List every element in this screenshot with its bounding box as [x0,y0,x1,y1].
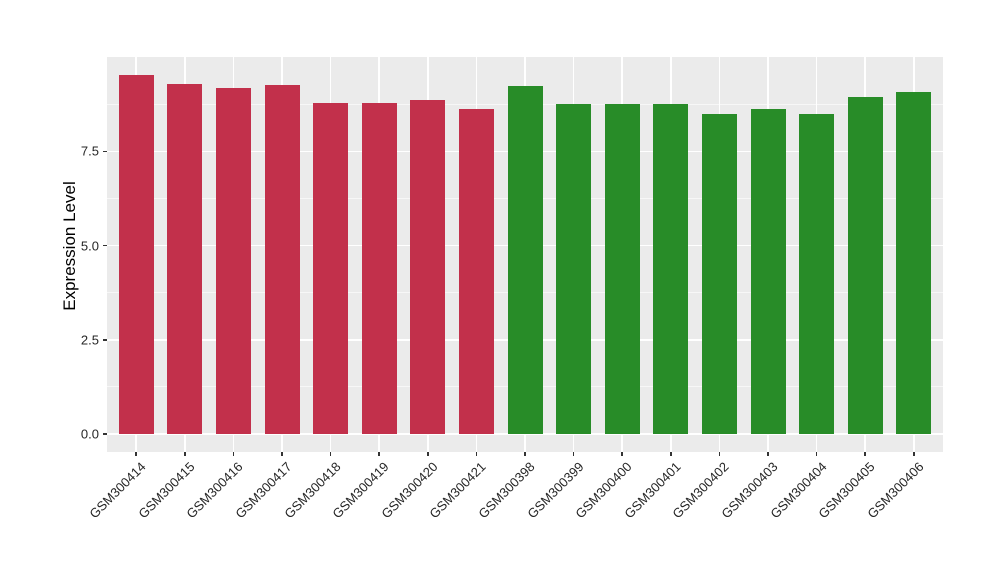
bar-GSM300418 [313,102,349,434]
y-tick-label-7.5: 7.5 [80,143,99,159]
x-tick-mark [475,452,478,456]
bar-GSM300419 [361,102,397,434]
x-tick-mark [329,452,332,456]
y-tick-mark [103,150,107,153]
x-tick-mark [670,452,672,456]
bar-GSM300398 [507,85,543,434]
x-tick-mark [767,452,769,456]
x-tick-mark [281,452,283,456]
bar-GSM300417 [264,84,300,434]
x-tick-mark [864,452,866,456]
y-tick-label-0.0: 0.0 [80,426,99,442]
x-tick-mark [427,452,429,456]
x-tick-mark [378,452,380,456]
bar-GSM300406 [896,91,932,434]
x-tick-mark [184,452,186,456]
y-tick-label-2.5: 2.5 [80,332,99,348]
y-tick-label-5.0: 5.0 [80,238,99,254]
bar-GSM300420 [410,99,446,434]
x-tick-mark [913,452,915,456]
bar-GSM300400 [604,104,640,434]
bar-GSM300403 [750,108,786,434]
bar-GSM300402 [701,114,737,434]
bar-GSM300404 [799,114,835,434]
y-tick-mark [103,433,107,435]
x-tick-mark [572,452,575,456]
x-tick-mark [232,452,235,456]
bar-GSM300421 [458,109,494,434]
x-tick-mark [718,452,721,456]
bar-GSM300415 [167,84,203,434]
bar-GSM300414 [118,75,154,434]
y-tick-mark [103,339,107,341]
x-tick-mark [815,452,818,456]
plot-panel [107,57,943,452]
bar-GSM300399 [556,104,592,434]
bar-GSM300405 [847,96,883,434]
bar-GSM300401 [653,104,689,434]
x-tick-mark [135,452,137,456]
bar-GSM300416 [215,87,251,434]
y-tick-mark [103,244,107,247]
x-tick-mark [621,452,623,456]
x-tick-mark [524,452,526,456]
